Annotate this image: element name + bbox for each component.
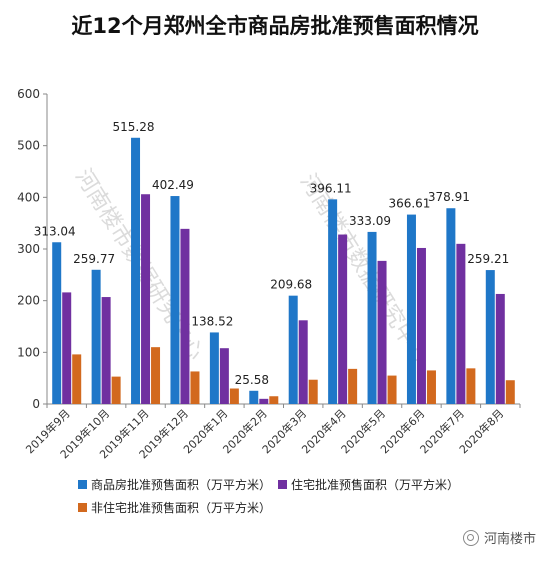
bar: [111, 376, 121, 404]
bar: [505, 380, 515, 404]
bar: [495, 293, 505, 404]
data-label: 366.61: [388, 197, 430, 211]
y-tick-label: 600: [17, 87, 40, 101]
legend-label: 非住宅批准预售面积（万平方米）: [91, 500, 271, 515]
bar: [101, 297, 111, 404]
bar: [170, 196, 180, 404]
bar: [269, 396, 279, 404]
bar: [485, 270, 495, 404]
legend-swatch: [78, 503, 87, 512]
legend-swatch: [78, 480, 87, 489]
bar: [308, 379, 318, 404]
data-label: 138.52: [191, 314, 233, 328]
bar: [288, 295, 298, 404]
bars: [52, 137, 515, 404]
bar: [141, 194, 151, 404]
bar: [416, 247, 426, 404]
bar: [446, 208, 456, 404]
bar: [387, 375, 397, 404]
bar: [456, 243, 466, 404]
brand-logo: 河南楼市: [462, 528, 536, 547]
data-label: 378.91: [428, 190, 470, 204]
legend-label: 商品房批准预售面积（万平方米）: [91, 477, 271, 492]
bar: [52, 242, 62, 404]
bar: [377, 260, 387, 404]
y-tick-label: 0: [32, 397, 40, 411]
bar: [298, 320, 308, 404]
data-label: 259.77: [73, 252, 115, 266]
data-label: 396.11: [310, 181, 352, 195]
y-tick-label: 500: [17, 139, 40, 153]
bar: [406, 214, 416, 404]
bar: [62, 292, 72, 404]
bar: [131, 137, 141, 404]
bar: [151, 347, 161, 404]
bar: [466, 368, 476, 404]
y-tick-label: 300: [17, 242, 40, 256]
chart-title: 近12个月郑州全市商品房批准预售面积情况: [71, 14, 479, 38]
y-tick-label: 100: [17, 345, 40, 359]
bar: [328, 199, 338, 404]
data-label: 25.58: [235, 373, 269, 387]
y-tick-label: 200: [17, 294, 40, 308]
legend-label: 住宅批准预售面积（万平方米）: [291, 477, 459, 492]
bar: [249, 390, 259, 404]
bar: [190, 371, 200, 404]
data-label: 333.09: [349, 214, 391, 228]
bar: [72, 354, 82, 404]
data-label: 259.21: [467, 252, 509, 266]
bar: [229, 388, 239, 404]
bar: [367, 231, 377, 404]
bar: [209, 332, 219, 404]
data-label: 402.49: [152, 178, 194, 192]
bar: [219, 348, 229, 404]
data-label: 313.04: [34, 224, 76, 238]
data-labels: 313.04 259.77 515.28 402.49 138.52 25.58 209.6…: [34, 120, 510, 387]
data-label: 515.28: [113, 120, 155, 134]
bar: [348, 368, 358, 404]
wechat-icon: [462, 529, 479, 546]
bar: [259, 398, 269, 404]
legend-swatch: [278, 480, 287, 489]
bar: [91, 269, 101, 404]
bar: [180, 228, 190, 404]
bar: [426, 370, 436, 404]
data-label: 209.68: [270, 278, 312, 292]
brand-logo-text: 河南楼市: [483, 532, 536, 547]
legend: 商品房批准预售面积（万平方米） 住宅批准预售面积（万平方米） 非住宅批准预售面积（万…: [78, 477, 459, 515]
bar: [338, 234, 348, 404]
y-tick-label: 400: [17, 190, 40, 204]
